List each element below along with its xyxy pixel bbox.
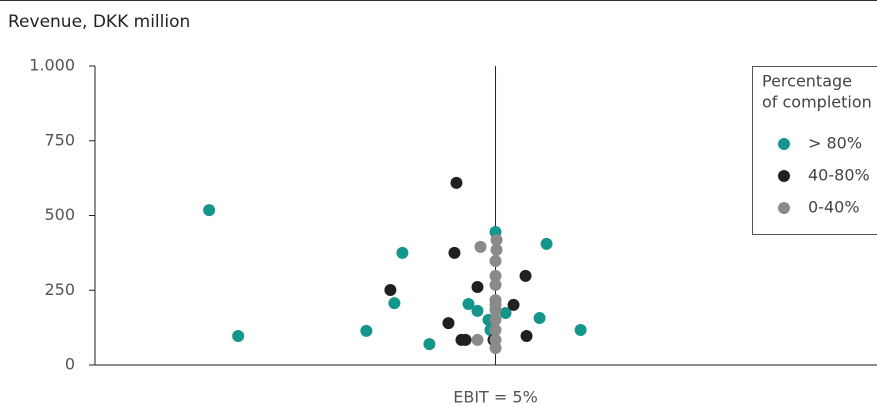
- point: [490, 243, 503, 256]
- point: [533, 312, 546, 325]
- point: [450, 176, 463, 189]
- point: [489, 269, 502, 282]
- point: [384, 283, 397, 296]
- point: [471, 333, 484, 346]
- legend-label: 40-80%: [808, 166, 870, 185]
- y-tick-label: 750: [44, 130, 75, 149]
- y-tick-label: 0: [65, 355, 75, 374]
- legend-label: > 80%: [808, 134, 862, 153]
- legend-title: Percentage: [762, 72, 852, 91]
- point: [489, 324, 502, 337]
- point: [520, 329, 533, 342]
- point: [489, 278, 502, 291]
- legend-marker: [778, 202, 790, 214]
- point: [360, 324, 373, 337]
- point: [471, 304, 484, 317]
- point: [540, 237, 553, 250]
- point: [507, 298, 520, 311]
- point: [442, 317, 455, 330]
- point: [490, 234, 503, 247]
- legend-marker: [778, 138, 790, 150]
- point: [519, 269, 532, 282]
- y-tick-label: 500: [44, 205, 75, 224]
- point: [203, 204, 216, 217]
- point: [459, 333, 472, 346]
- point: [499, 306, 512, 319]
- legend-label: 0-40%: [808, 198, 860, 217]
- legend-marker: [778, 170, 790, 182]
- point: [489, 254, 502, 267]
- legend-box: [752, 66, 877, 235]
- annotation: EBIT = 5%: [453, 388, 538, 407]
- chart-title: Revenue, DKK million: [8, 12, 190, 32]
- point: [396, 246, 409, 259]
- point: [474, 240, 487, 253]
- point: [423, 338, 436, 351]
- point: [462, 298, 475, 311]
- point: [489, 313, 502, 326]
- y-tick-label: 1.000: [29, 56, 75, 75]
- point: [489, 298, 502, 311]
- point: [232, 329, 245, 342]
- point: [471, 280, 484, 293]
- point: [574, 324, 587, 337]
- legend-title: of completion: [762, 93, 872, 112]
- point: [388, 297, 401, 310]
- point: [448, 246, 461, 259]
- y-tick-label: 250: [44, 280, 75, 299]
- point: [489, 341, 502, 354]
